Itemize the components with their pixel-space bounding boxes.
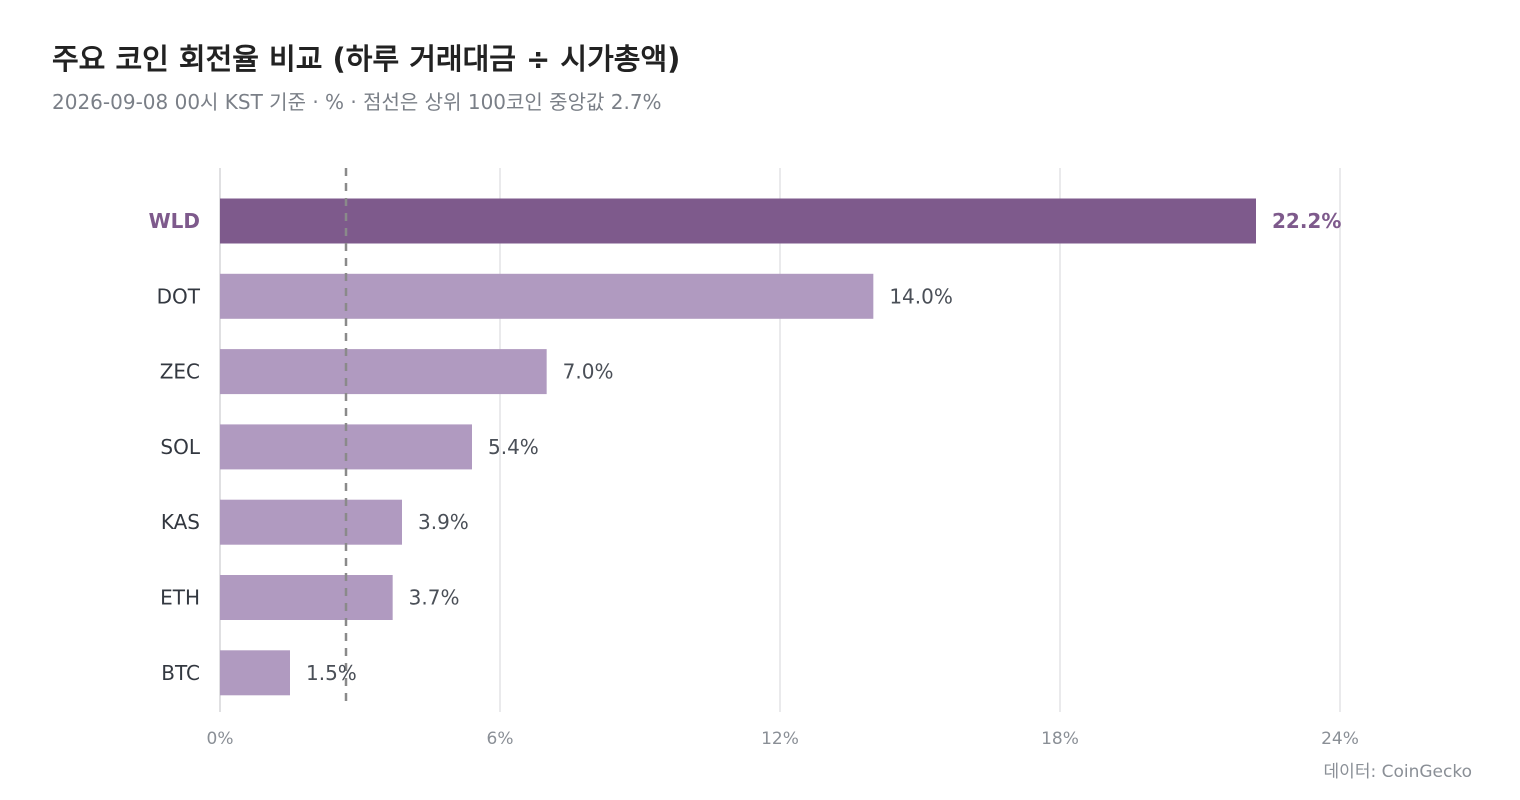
x-tick-label: 0% (207, 729, 234, 749)
category-label-btc: BTC (161, 661, 200, 685)
category-label-zec: ZEC (160, 360, 200, 384)
value-label-eth: 3.7% (409, 586, 460, 610)
chart-title: 주요 코인 회전율 비교 (하루 거래대금 ÷ 시가총액) (52, 42, 681, 76)
x-tick-label: 12% (761, 729, 799, 749)
bar-wld (220, 198, 1256, 244)
label-layer: 0% 6% 12% 18% 24% WLD 22.2% DOT 14.0% ZEC 7.0% SOL 5… (149, 209, 1359, 749)
grid-layer (219, 168, 1341, 712)
data-source: 데이터: CoinGecko (1323, 762, 1472, 782)
category-label-sol: SOL (160, 435, 200, 459)
value-label-kas: 3.9% (418, 510, 469, 534)
category-label-wld: WLD (149, 209, 200, 233)
x-tick-label: 6% (487, 729, 514, 749)
value-label-wld: 22.2% (1272, 209, 1341, 233)
x-tick-label: 18% (1041, 729, 1079, 749)
category-label-kas: KAS (161, 510, 200, 534)
bar-zec (220, 349, 547, 395)
value-label-dot: 14.0% (889, 284, 953, 308)
category-label-dot: DOT (157, 284, 201, 308)
bar-kas (220, 499, 402, 545)
category-label-eth: ETH (160, 586, 200, 610)
bar-dot (220, 273, 874, 319)
value-label-btc: 1.5% (306, 661, 357, 685)
value-label-sol: 5.4% (488, 435, 539, 459)
x-tick-label: 24% (1321, 729, 1359, 749)
bar-btc (220, 650, 290, 696)
chart-subtitle: 2026-09-08 00시 KST 기준 · % · 점선은 상위 100코인… (52, 90, 662, 114)
bar-layer (220, 198, 1256, 696)
bar-sol (220, 424, 472, 470)
value-label-zec: 7.0% (563, 360, 614, 384)
bar-eth (220, 575, 393, 620)
